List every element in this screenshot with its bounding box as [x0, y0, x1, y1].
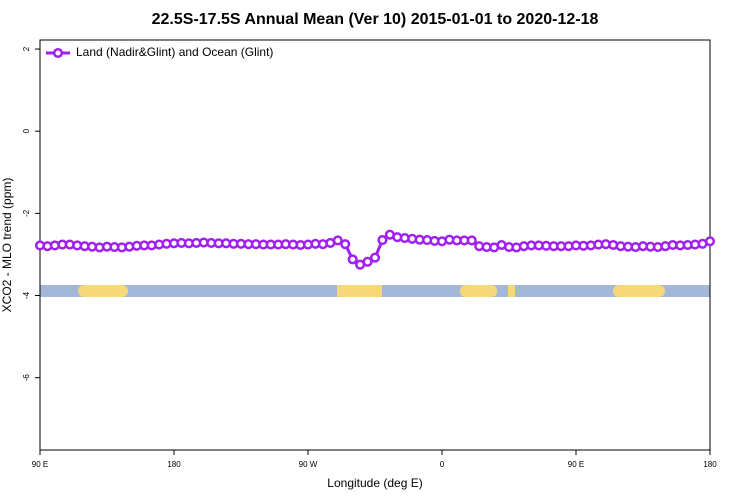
y-tick-label: -4 [22, 291, 31, 299]
data-point [362, 256, 373, 267]
y-tick-label: -6 [22, 374, 31, 382]
land-band [460, 285, 497, 297]
x-tick-label: 90 W [299, 460, 318, 469]
data-point [332, 235, 343, 246]
legend-label: Land (Nadir&Glint) and Ocean (Glint) [76, 45, 273, 59]
data-point [466, 235, 477, 246]
x-tick-label: 90 E [568, 460, 584, 469]
land-band [508, 285, 515, 297]
data-point [377, 235, 388, 246]
y-tick-label: -2 [22, 209, 31, 217]
x-tick-label: 90 E [32, 460, 48, 469]
data-point [704, 236, 716, 247]
land-band [78, 285, 128, 297]
y-tick-label: 2 [22, 46, 31, 51]
y-tick-label: 0 [22, 128, 31, 133]
y-axis-label: XCO2 - MLO trend (ppm) [0, 178, 14, 313]
legend-marker [52, 47, 64, 59]
x-tick-label: 180 [703, 460, 717, 469]
chart-title: 22.5S-17.5S Annual Mean (Ver 10) 2015-01… [152, 11, 599, 28]
land-ocean-strip [40, 285, 710, 297]
land-band [337, 285, 382, 297]
x-axis-label: Longitude (deg E) [327, 476, 422, 490]
data-point [340, 239, 351, 250]
x-tick-label: 0 [440, 460, 445, 469]
data-point [369, 252, 381, 263]
land-band [613, 285, 665, 297]
x-tick-label: 180 [167, 460, 181, 469]
data-point [347, 254, 358, 265]
